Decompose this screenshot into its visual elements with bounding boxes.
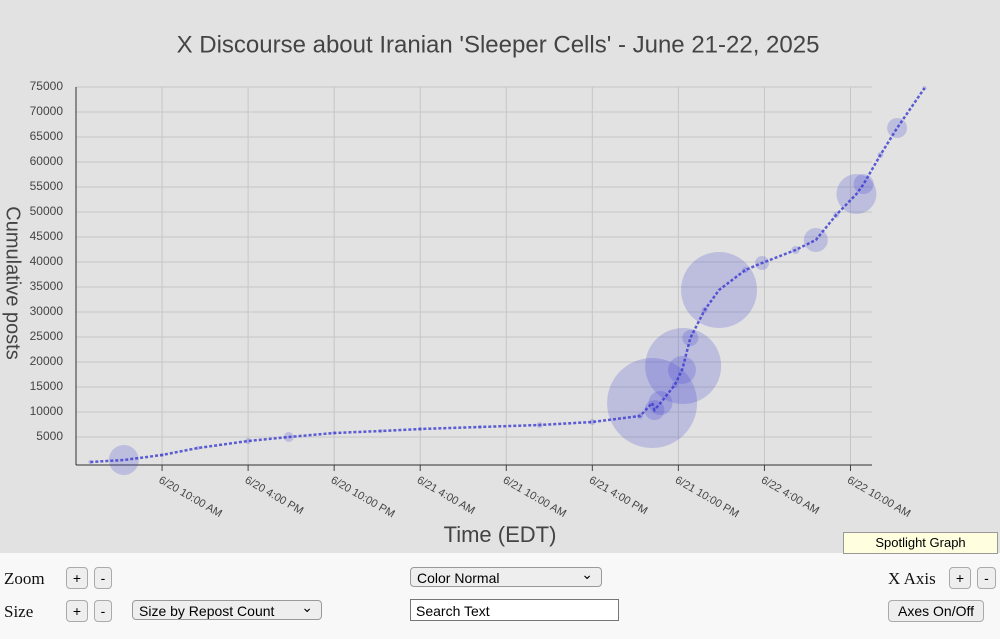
y-tick-label: 60000 (30, 154, 64, 168)
y-tick-label: 70000 (30, 104, 64, 118)
x-axis-minus[interactable]: - (977, 567, 996, 589)
bubble (791, 246, 800, 254)
bubble (887, 118, 908, 138)
y-tick-label: 45000 (30, 229, 64, 243)
bubble (160, 453, 165, 457)
bubble (755, 256, 770, 270)
y-tick-label: 40000 (30, 254, 64, 268)
bubble (195, 446, 200, 450)
chart-title: X Discourse about Iranian 'Sleeper Cells… (177, 31, 820, 58)
bubble (245, 438, 252, 444)
bubble (637, 413, 644, 419)
bubble (589, 419, 596, 425)
y-tick-label: 50000 (30, 204, 64, 218)
x-axis-control-label: X Axis (888, 569, 936, 588)
x-axis-plus[interactable]: + (949, 567, 971, 589)
bubble (836, 174, 877, 214)
bubble (682, 330, 699, 346)
bubble (853, 174, 874, 194)
search-input[interactable]: Search Text (410, 599, 619, 621)
bubble (742, 267, 749, 273)
bubble (803, 228, 828, 252)
bubble (477, 425, 482, 429)
y-tick-label: 30000 (30, 304, 64, 318)
y-tick-label: 65000 (30, 129, 64, 143)
bubble (378, 429, 383, 433)
bubble (332, 431, 337, 435)
size-down[interactable]: - (94, 600, 112, 622)
bubble (88, 460, 93, 464)
y-tick-label: 10000 (30, 404, 64, 418)
y-axis-label: Cumulative posts (2, 206, 24, 359)
bubble (607, 358, 698, 448)
trend-line (90, 87, 926, 464)
spotlight-button[interactable]: Spotlight Graph (843, 532, 998, 554)
y-tick-label: 55000 (30, 179, 64, 193)
y-tick-label: 5000 (36, 429, 63, 443)
y-tick-label: 35000 (30, 279, 64, 293)
axes-toggle[interactable]: Axes On/Off (888, 600, 984, 622)
chart: X Discourse about Iranian 'Sleeper Cells… (0, 0, 1000, 553)
y-tick-label: 75000 (30, 79, 64, 93)
y-tick-label: 25000 (30, 329, 64, 343)
bubble (536, 422, 543, 428)
bubble (644, 400, 665, 420)
bubble (833, 212, 840, 218)
bubble (701, 307, 708, 313)
color-select[interactable]: Color Normal (410, 564, 602, 587)
chart-background (0, 0, 1000, 553)
bubble (877, 152, 884, 158)
y-tick-label: 15000 (30, 379, 64, 393)
bubble (645, 328, 722, 404)
bubble (108, 445, 139, 475)
bubble (418, 427, 423, 431)
zoom-out[interactable]: - (94, 567, 112, 589)
x-axis-label: Time (EDT) (444, 522, 557, 547)
zoom-in[interactable]: + (66, 567, 88, 589)
bubble (283, 432, 294, 442)
bubble (671, 382, 678, 388)
bubble (648, 391, 673, 415)
bubble (922, 86, 927, 90)
size-up[interactable]: + (66, 600, 88, 622)
zoom-label: Zoom (4, 569, 45, 588)
size-label: Size (4, 602, 34, 621)
bubble (681, 252, 758, 328)
y-tick-label: 20000 (30, 354, 64, 368)
bubble (667, 356, 696, 384)
size-select[interactable]: Size by Repost Count (132, 597, 322, 620)
